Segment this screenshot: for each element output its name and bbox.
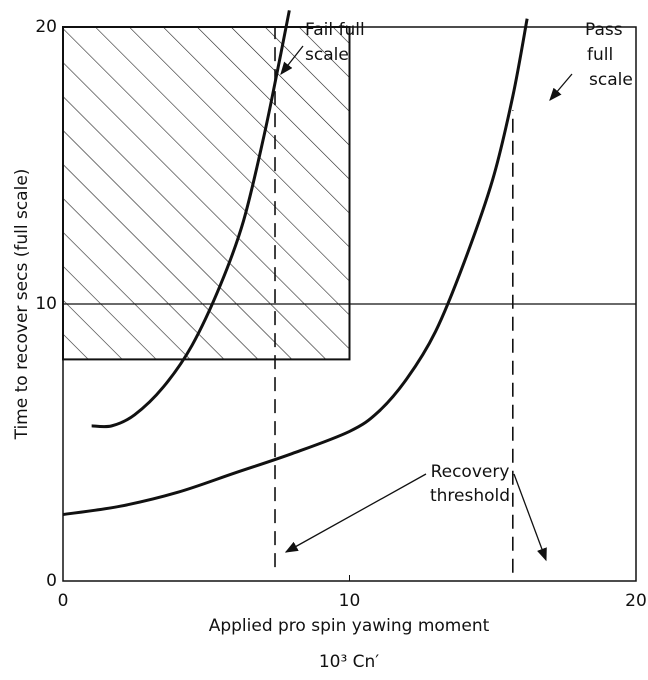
- x-label-2: 10³ Cn′: [319, 652, 379, 672]
- x-tick-label: 0: [58, 591, 69, 611]
- y-tick-label: 0: [46, 571, 57, 591]
- x-tick-label: 10: [339, 591, 361, 611]
- annotation: scale: [589, 70, 633, 90]
- annotation-arrow: [280, 45, 304, 76]
- annotation: Recovery: [431, 462, 510, 482]
- curve: [62, 18, 529, 517]
- annotation: full: [587, 45, 613, 65]
- x-label: Applied pro spin yawing moment: [209, 616, 490, 636]
- annotation: Pass: [585, 20, 623, 40]
- y-tick-label: 10: [35, 294, 57, 314]
- annotation-arrow: [284, 473, 427, 553]
- annotation: Fail full: [305, 20, 365, 40]
- y-label: Time to recover secs (full scale): [12, 169, 32, 441]
- annotation-arrow: [549, 73, 573, 101]
- hatched-region: [62, 26, 351, 361]
- annotation: scale: [305, 45, 349, 65]
- annotation: threshold: [430, 486, 510, 506]
- y-tick-label: 20: [35, 17, 57, 37]
- annotation-arrow: [513, 473, 547, 562]
- x-tick-label: 20: [625, 591, 647, 611]
- curve: [91, 10, 291, 429]
